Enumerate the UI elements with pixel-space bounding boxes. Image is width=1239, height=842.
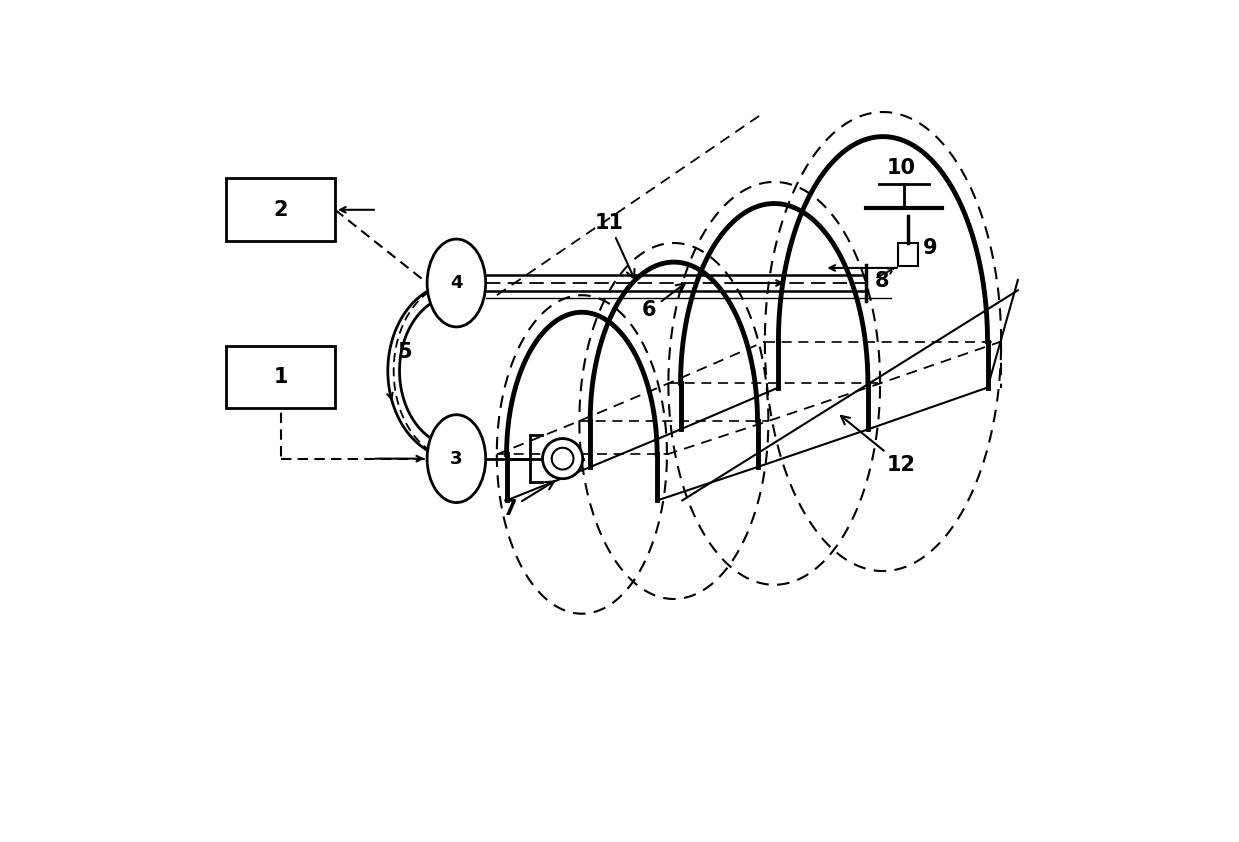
Text: 8: 8 <box>875 271 890 291</box>
Circle shape <box>543 439 582 479</box>
Ellipse shape <box>427 415 486 503</box>
Ellipse shape <box>427 239 486 327</box>
Text: 5: 5 <box>398 342 413 362</box>
FancyBboxPatch shape <box>227 346 335 408</box>
FancyBboxPatch shape <box>227 179 335 241</box>
Text: 2: 2 <box>274 200 287 220</box>
Text: 6: 6 <box>642 284 685 321</box>
Text: 3: 3 <box>450 450 462 467</box>
Text: 10: 10 <box>887 158 916 179</box>
Text: 9: 9 <box>923 237 938 258</box>
Text: 12: 12 <box>841 416 916 475</box>
Text: 7: 7 <box>502 482 554 519</box>
Text: 11: 11 <box>595 213 634 279</box>
Text: 1: 1 <box>274 367 287 387</box>
FancyBboxPatch shape <box>898 242 918 266</box>
Text: 4: 4 <box>450 274 462 292</box>
